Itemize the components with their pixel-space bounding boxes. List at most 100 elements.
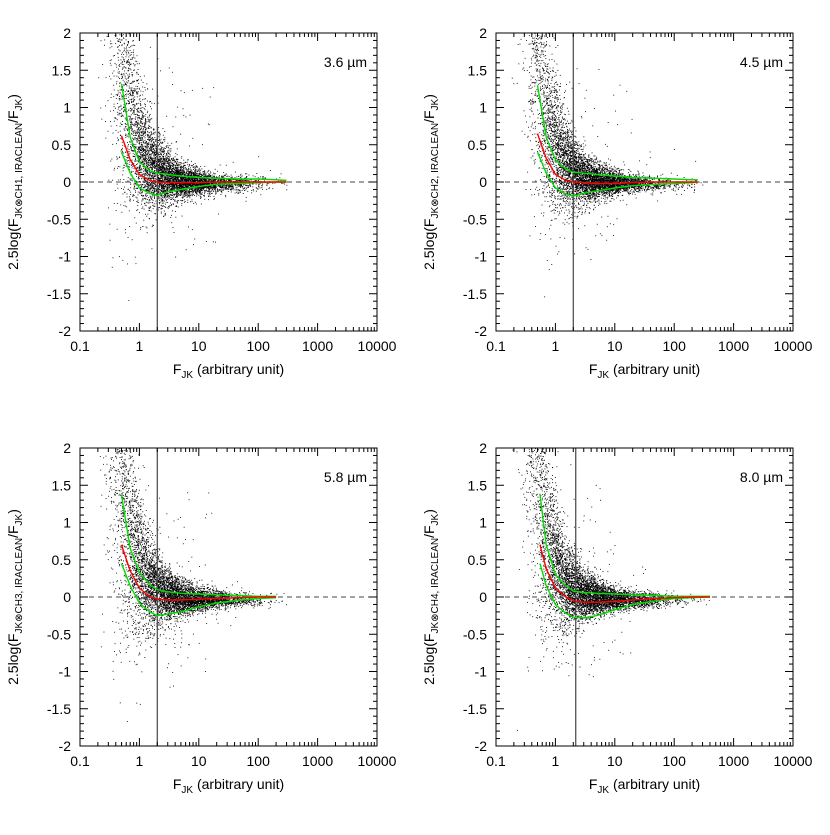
- scatter-point: [165, 186, 167, 187]
- scatter-point: [171, 187, 173, 188]
- scatter-point: [134, 65, 136, 67]
- scatter-point: [192, 192, 194, 194]
- scatter-point: [237, 185, 239, 187]
- scatter-point: [169, 194, 171, 196]
- scatter-point: [191, 184, 193, 186]
- scatter-point: [131, 123, 133, 125]
- scatter-point: [198, 187, 200, 189]
- scatter-point: [141, 162, 143, 164]
- scatter-point: [207, 123, 209, 125]
- scatter-point: [183, 168, 184, 170]
- scatter-point: [200, 188, 202, 190]
- scatter-point: [120, 73, 122, 75]
- scatter-point: [236, 191, 237, 193]
- scatter-point: [158, 162, 160, 164]
- scatter-point: [155, 165, 157, 166]
- scatter-point: [135, 147, 137, 149]
- scatter-point: [277, 180, 279, 182]
- scatter-point: [284, 183, 285, 185]
- scatter-point: [257, 180, 259, 182]
- scatter-point: [145, 213, 146, 215]
- scatter-point: [203, 172, 205, 173]
- scatter-point: [143, 132, 145, 133]
- scatter-point: [247, 185, 249, 187]
- scatter-point: [201, 187, 203, 189]
- scatter-point: [194, 181, 195, 183]
- scatter-point: [133, 114, 135, 115]
- scatter-point: [147, 183, 149, 185]
- scatter-point: [152, 148, 154, 150]
- scatter-point: [159, 148, 161, 150]
- scatter-point: [133, 112, 135, 114]
- scatter-point: [175, 166, 177, 168]
- scatter-point: [162, 187, 163, 188]
- scatter-point: [172, 176, 174, 178]
- scatter-point: [152, 157, 154, 159]
- scatter-point: [134, 125, 136, 127]
- scatter-point: [120, 104, 122, 106]
- scatter-point: [208, 180, 210, 182]
- scatter-point: [258, 184, 260, 186]
- scatter-point: [213, 87, 215, 89]
- scatter-point: [131, 82, 133, 84]
- scatter-point: [201, 180, 203, 182]
- scatter-point: [173, 187, 175, 189]
- scatter-point: [149, 140, 151, 142]
- scatter-point: [195, 177, 196, 179]
- scatter-point: [180, 167, 182, 169]
- scatter-point: [172, 158, 174, 160]
- scatter-point: [150, 184, 152, 186]
- scatter-point: [123, 128, 125, 130]
- scatter-point: [127, 74, 129, 76]
- scatter-point: [133, 150, 135, 152]
- scatter-point: [209, 183, 211, 185]
- scatter-point: [204, 191, 206, 193]
- scatter-point: [148, 183, 150, 185]
- scatter-point: [201, 190, 203, 191]
- scatter-point: [118, 91, 120, 93]
- scatter-point: [139, 181, 140, 183]
- scatter-point: [154, 165, 156, 167]
- scatter-point: [204, 178, 206, 180]
- scatter-point: [145, 123, 147, 125]
- scatter-point: [130, 118, 131, 120]
- scatter-point: [179, 189, 181, 191]
- scatter-point: [179, 170, 181, 171]
- scatter-point: [131, 101, 132, 103]
- scatter-point: [141, 155, 143, 157]
- scatter-point: [173, 179, 175, 181]
- scatter-point: [174, 189, 175, 191]
- scatter-point: [134, 121, 136, 123]
- scatter-point: [101, 118, 103, 120]
- scatter-point: [257, 177, 259, 179]
- scatter-point: [159, 160, 161, 162]
- scatter-point: [174, 194, 175, 196]
- scatter-point: [152, 172, 154, 174]
- scatter-point: [139, 152, 141, 154]
- scatter-point: [133, 144, 135, 146]
- scatter-point: [141, 112, 143, 113]
- scatter-point: [156, 145, 157, 147]
- scatter-point: [151, 147, 153, 148]
- scatter-point: [165, 179, 167, 181]
- scatter-point: [124, 129, 126, 131]
- scatter-point: [166, 193, 168, 195]
- scatter-point: [150, 187, 152, 189]
- scatter-point: [170, 167, 172, 169]
- scatter-point: [230, 174, 232, 176]
- scatter-point: [152, 224, 154, 226]
- scatter-point: [202, 171, 204, 173]
- scatter-point: [188, 165, 190, 167]
- scatter-point: [193, 183, 194, 184]
- scatter-point: [168, 207, 169, 209]
- scatter-point: [161, 185, 162, 186]
- scatter-point: [170, 205, 172, 206]
- scatter-point: [160, 70, 161, 72]
- scatter-point: [184, 201, 185, 203]
- scatter-point: [199, 187, 201, 189]
- scatter-point: [222, 187, 224, 189]
- scatter-point: [167, 190, 168, 192]
- scatter-point: [153, 192, 155, 193]
- scatter-point: [127, 145, 129, 147]
- scatter-point: [142, 151, 144, 152]
